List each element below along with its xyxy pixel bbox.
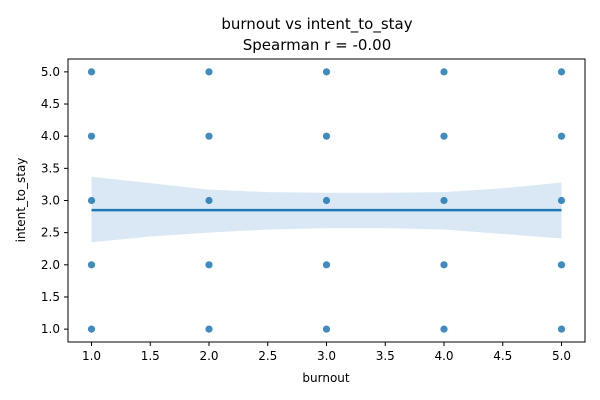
data-point [440,196,448,205]
y-tick-label: 1.5 [41,290,60,304]
data-point [322,325,331,333]
y-tick-label: 3.5 [41,161,60,175]
y-axis-label: intent_to_stay [14,158,28,243]
data-point [322,68,331,76]
data-point [205,132,213,140]
chart-title: burnout vs intent_to_stay [221,15,412,34]
data-point [87,132,96,140]
y-tick-label: 3.0 [41,194,60,208]
data-point [87,196,96,205]
data-point [322,132,331,140]
y-tick-label: 1.0 [41,322,60,336]
x-tick-label: 4.5 [493,349,512,363]
chart-subtitle: Spearman r = -0.00 [243,36,392,54]
x-tick-label: 2.0 [199,349,218,363]
x-tick-label: 2.5 [258,349,277,363]
x-tick-label: 4.0 [434,349,453,363]
x-tick-label: 1.5 [141,349,160,363]
x-tick-label: 5.0 [552,349,571,363]
plot-area: 1.0 1.5 2.0 2.5 3.0 3.5 4.0 4.5 5.0 1.0 1.5 2.0 2.5 3… [41,58,586,363]
x-axis-label: burnout [302,371,349,385]
data-point [87,261,96,269]
data-point [205,261,213,269]
y-tick-label: 4.5 [41,97,60,111]
y-tick-label: 4.0 [41,129,60,143]
data-point [440,261,448,269]
data-point [557,261,566,269]
data-point [557,325,566,333]
data-point [322,196,331,205]
x-tick-label: 3.5 [376,349,395,363]
data-point [205,68,213,76]
data-point [557,196,566,205]
data-point [557,68,566,76]
data-point [440,68,448,76]
y-tick-label: 2.0 [41,258,60,272]
data-point [205,325,213,333]
x-tick-label: 1.0 [82,349,101,363]
y-tick-label: 2.5 [41,226,60,240]
data-point [87,68,96,76]
data-point [440,325,448,333]
data-point [322,261,331,269]
x-tick-label: 3.0 [317,349,336,363]
data-point [440,132,448,140]
data-point [87,325,96,333]
data-point [205,196,213,205]
y-tick-label: 5.0 [41,65,60,79]
data-point [557,132,566,140]
